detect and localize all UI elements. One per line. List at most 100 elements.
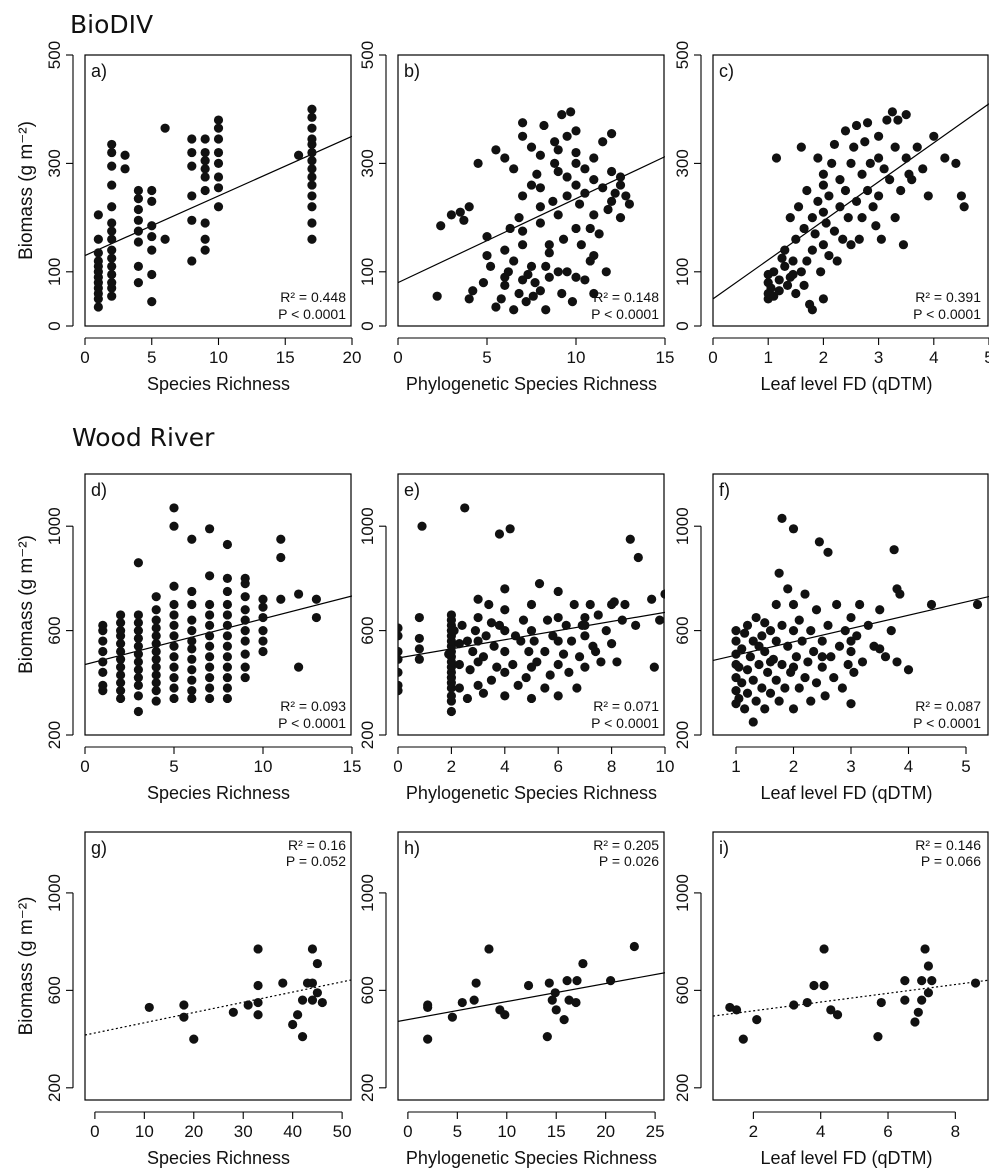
data-point <box>147 269 157 280</box>
data-point <box>553 691 563 701</box>
data-point <box>107 261 117 271</box>
data-point <box>200 234 210 244</box>
data-point <box>580 275 590 285</box>
data-point <box>740 628 750 638</box>
data-point <box>535 202 546 212</box>
x-tick-label: 6 <box>553 757 562 776</box>
data-point <box>446 210 456 220</box>
data-point <box>818 169 829 179</box>
x-tick-label: 0 <box>393 348 402 367</box>
data-point <box>107 226 117 236</box>
stats-text: P < 0.0001 <box>591 715 659 731</box>
data-point <box>98 667 108 677</box>
panel-label: f) <box>719 480 730 500</box>
data-point <box>771 599 781 610</box>
x-tick-label: 5 <box>147 348 156 367</box>
data-point <box>398 667 403 677</box>
plot-frame <box>397 54 665 327</box>
data-point <box>854 234 864 244</box>
data-point <box>791 234 801 244</box>
data-point <box>783 641 793 651</box>
x-axis-label: Leaf level FD (qDTM) <box>760 783 932 803</box>
data-point <box>774 286 784 296</box>
data-point <box>485 261 496 271</box>
data-point <box>205 652 215 662</box>
data-point <box>832 599 842 610</box>
data-point <box>179 1012 189 1022</box>
data-point <box>572 683 582 693</box>
data-point <box>734 662 744 672</box>
section-title-biodiv: BioDIV <box>70 10 153 39</box>
data-point <box>518 118 528 128</box>
x-tick-label: 0 <box>80 348 89 367</box>
y-tick-label: 200 <box>673 721 692 749</box>
regression-line <box>713 979 989 1017</box>
data-point <box>147 196 157 206</box>
data-point <box>222 672 232 683</box>
x-tick-label: 2 <box>749 1122 758 1141</box>
data-point <box>444 649 454 659</box>
x-tick-label: 15 <box>343 757 362 776</box>
data-point <box>169 683 179 693</box>
data-point <box>222 620 232 630</box>
data-point <box>607 639 617 649</box>
data-point <box>589 153 599 163</box>
data-point <box>809 646 819 657</box>
data-point <box>457 997 467 1008</box>
data-point <box>551 1005 561 1015</box>
data-point <box>752 1015 762 1025</box>
data-point <box>133 672 143 683</box>
data-point <box>398 623 403 633</box>
data-point <box>799 280 809 290</box>
data-point <box>774 568 784 578</box>
data-point <box>276 534 286 544</box>
data-point <box>734 693 744 704</box>
data-point <box>754 659 764 670</box>
data-point <box>788 662 799 672</box>
data-point <box>189 1034 199 1044</box>
data-point <box>297 1032 308 1042</box>
data-point <box>530 278 540 288</box>
data-point <box>620 599 630 610</box>
y-tick-label: 0 <box>45 321 64 330</box>
data-point <box>205 599 215 610</box>
scatter-panel-6: 0 10 20 30 40 50 Species Richness 200 600 1000 Bio… <box>16 831 352 1168</box>
data-point <box>882 115 892 125</box>
data-point <box>649 662 659 672</box>
data-point <box>514 213 524 223</box>
data-point <box>307 218 317 228</box>
data-point <box>147 297 157 307</box>
panel-label: b) <box>404 61 420 81</box>
data-point <box>500 667 510 677</box>
data-point <box>655 615 665 625</box>
data-point <box>200 147 210 158</box>
data-point <box>813 196 823 206</box>
scatter-panel-7: 0 5 10 15 20 25 Phylogenetic Species Richness 2… <box>358 831 665 1168</box>
x-tick-label: 0 <box>393 757 402 776</box>
stats-text: P = 0.052 <box>286 853 346 869</box>
x-tick-label: 4 <box>500 757 509 776</box>
data-point <box>222 610 232 620</box>
data-point <box>544 248 554 258</box>
data-point <box>580 612 590 623</box>
data-point <box>553 659 563 670</box>
data-point <box>569 599 579 610</box>
data-point <box>757 683 767 693</box>
data-point <box>846 612 856 623</box>
data-point <box>541 261 551 271</box>
data-point <box>116 678 126 688</box>
data-point <box>793 202 804 212</box>
data-point <box>200 218 210 228</box>
data-point <box>293 1010 303 1020</box>
data-point <box>788 599 799 610</box>
data-point <box>116 610 126 620</box>
x-tick-label: 10 <box>254 757 273 776</box>
data-point <box>561 620 571 630</box>
data-point <box>765 657 776 667</box>
stats-text: R² = 0.16 <box>288 837 346 853</box>
data-point <box>610 188 620 198</box>
data-point <box>484 944 494 954</box>
data-point <box>800 672 810 683</box>
data-point <box>414 644 424 654</box>
data-point <box>213 202 224 212</box>
